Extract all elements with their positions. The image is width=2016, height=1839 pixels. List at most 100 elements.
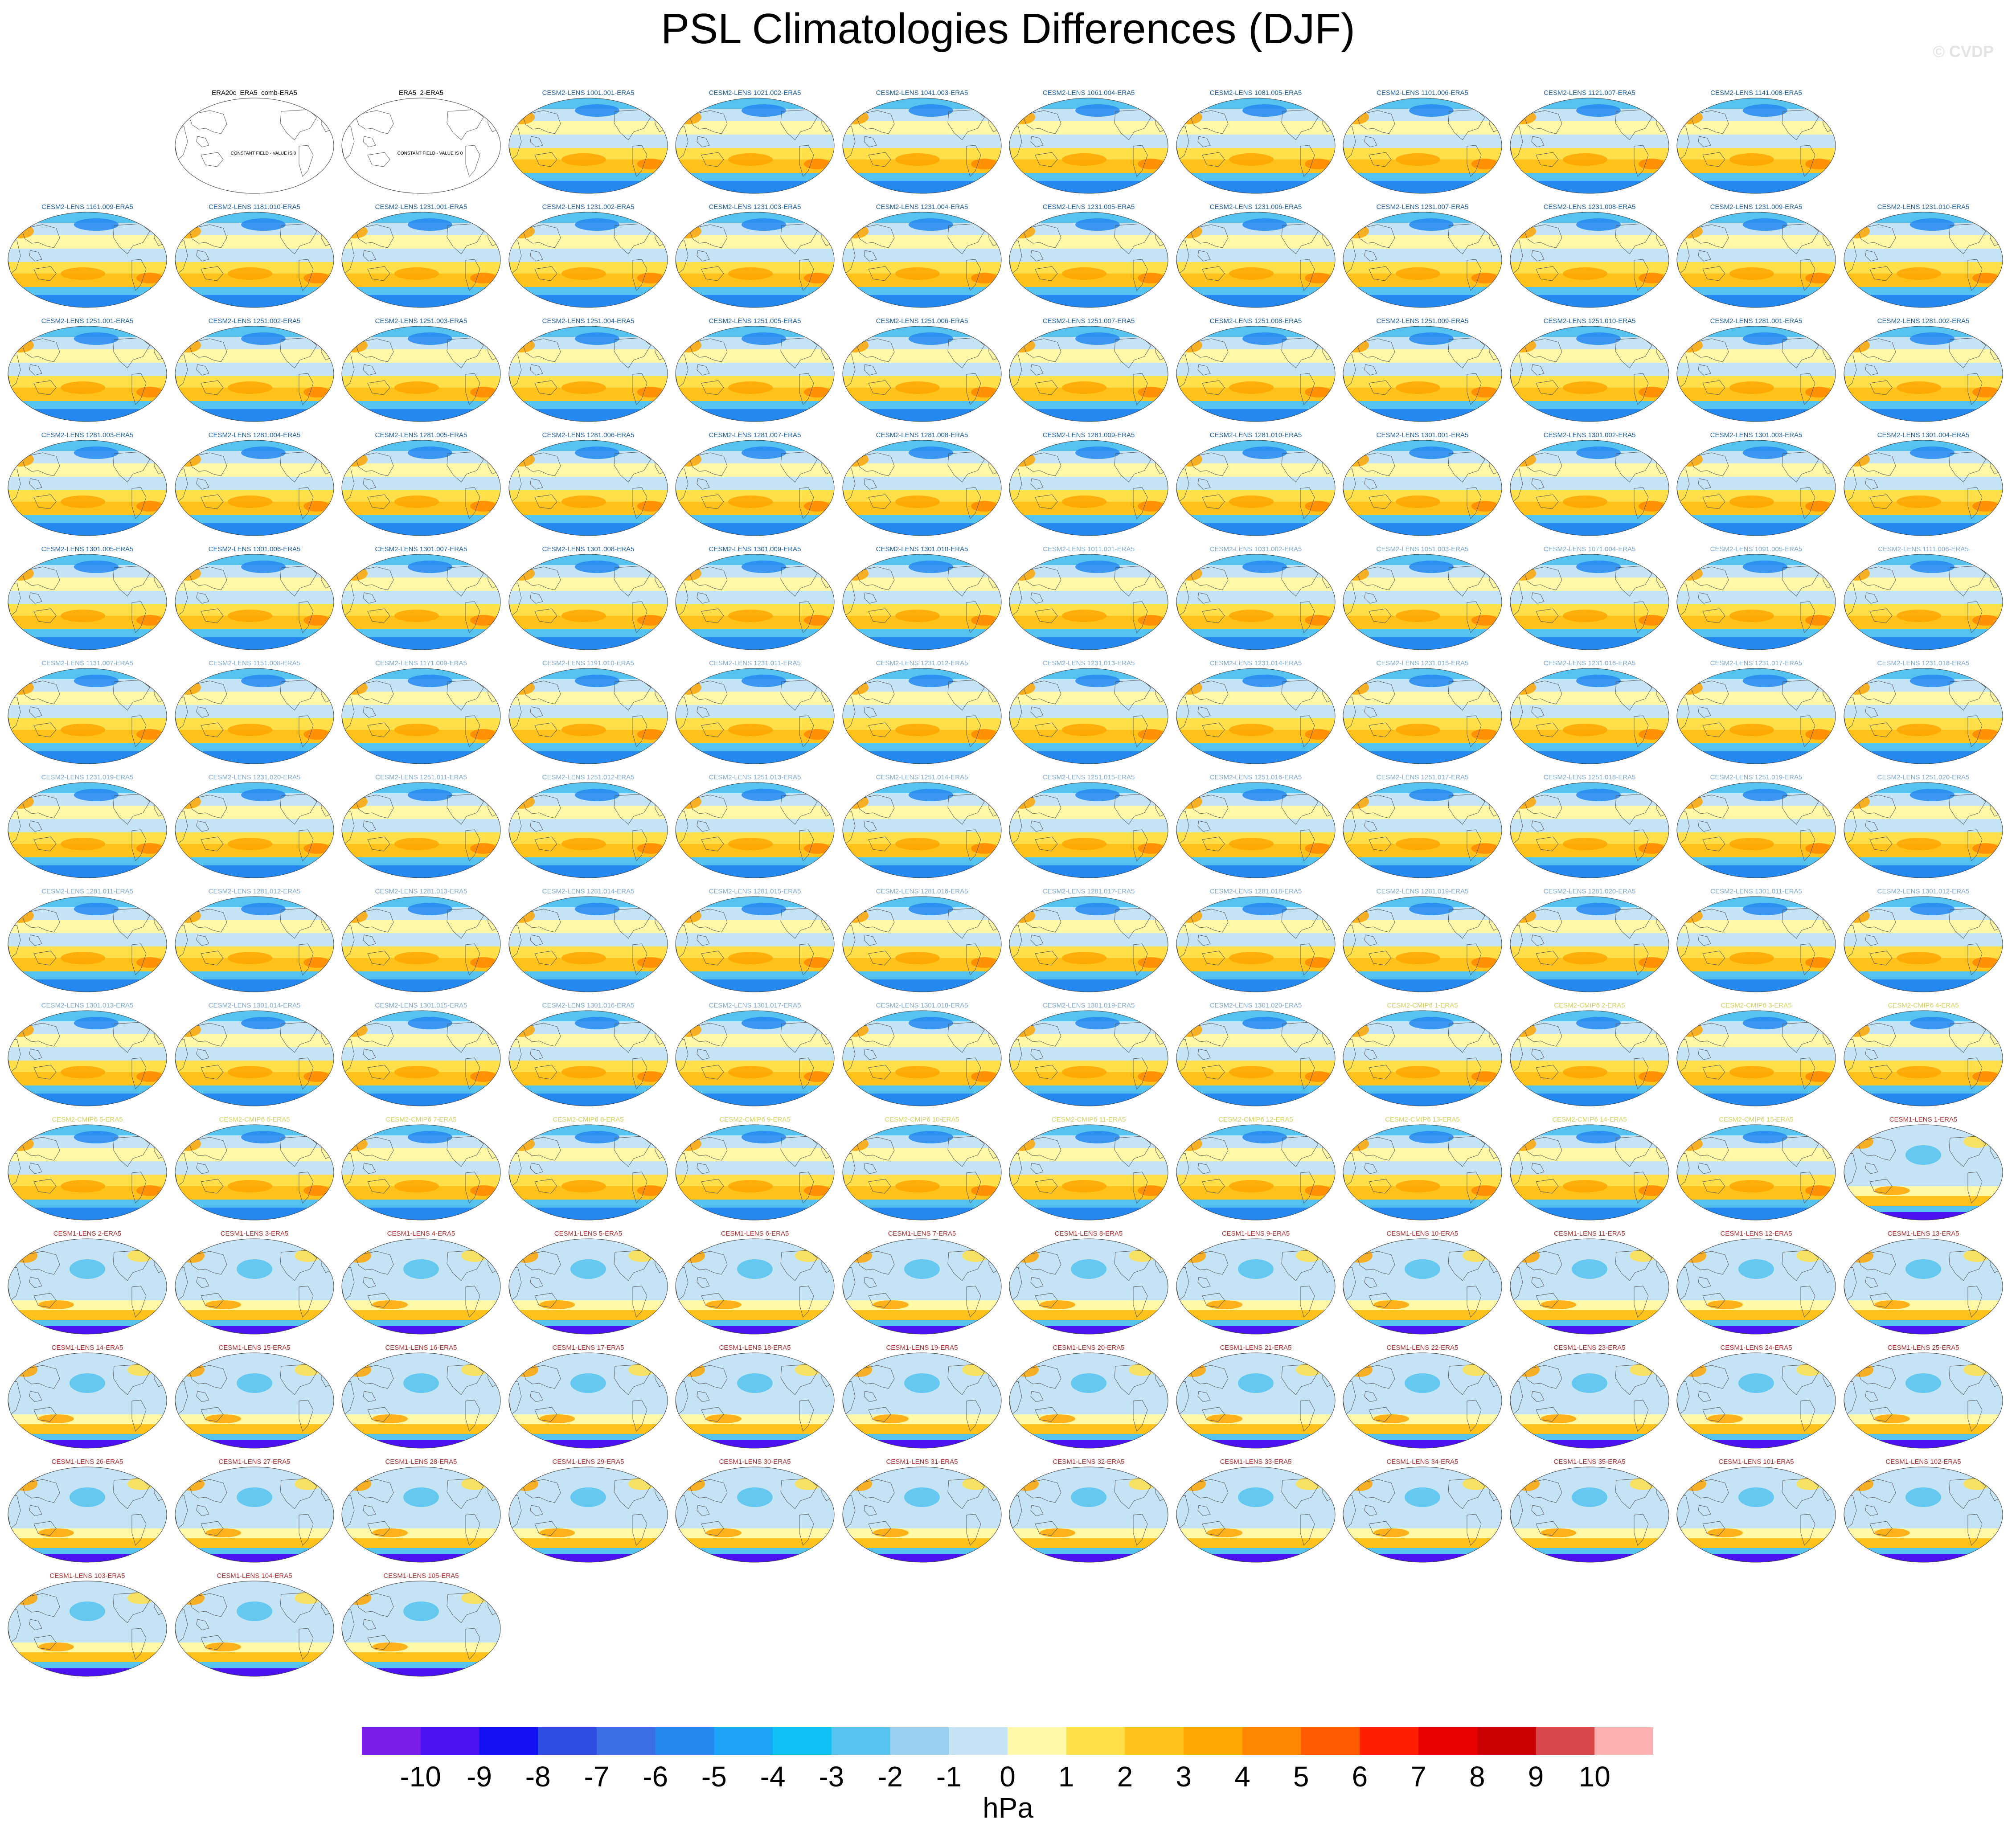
world-map (508, 554, 668, 650)
panel-title: CESM2-LENS 1281.008-ERA5 (876, 431, 968, 439)
map-panel: CESM1-LENS 23-ERA5 (1507, 1344, 1672, 1452)
panel-title: CESM1-LENS 21-ERA5 (1220, 1344, 1292, 1352)
colorbar-tick-label: -5 (701, 1761, 727, 1793)
world-map (1510, 326, 1669, 422)
map-panel: CESM1-LENS 13-ERA5 (1840, 1230, 2006, 1338)
panel-title: CESM1-LENS 8-ERA5 (1054, 1230, 1123, 1237)
map-panel: CESM2-LENS 1281.001-ERA5 (1673, 317, 1839, 425)
panel-title: CESM2-LENS 1021.002-ERA5 (709, 89, 801, 97)
colorbar-segment (596, 1727, 656, 1755)
map-panel: CESM2-LENS 1081.005-ERA5 (1173, 89, 1339, 197)
panel-title: CESM2-LENS 1301.018-ERA5 (876, 1002, 968, 1009)
world-map (175, 896, 334, 992)
world-map (842, 1352, 1002, 1449)
panel-title: CESM2-LENS 1231.017-ERA5 (1710, 659, 1803, 667)
panel-title: CESM2-CMIP6 12-ERA5 (1218, 1116, 1293, 1123)
panel-title: CESM2-LENS 1231.002-ERA5 (542, 203, 635, 211)
panel-title: CESM2-LENS 1101.006-ERA5 (1377, 89, 1468, 97)
world-map (341, 212, 501, 308)
panel-title: CESM1-LENS 27-ERA5 (218, 1458, 291, 1466)
panel-title: CESM2-LENS 1121.007-ERA5 (1544, 89, 1635, 97)
map-panel: CESM2-LENS 1251.007-ERA5 (1006, 317, 1172, 425)
world-map (341, 554, 501, 650)
map-panel: CESM2-LENS 1281.007-ERA5 (672, 431, 838, 539)
panel-title: CESM2-LENS 1281.009-ERA5 (1042, 431, 1135, 439)
panel-title: CESM2-LENS 1111.006-ERA5 (1878, 545, 1969, 553)
world-map (1009, 440, 1168, 536)
colorbar-tick-label: -3 (819, 1761, 844, 1793)
panel-title: CESM1-LENS 25-ERA5 (1887, 1344, 1959, 1352)
world-map (1844, 782, 2003, 878)
world-map (1510, 98, 1669, 194)
world-map (8, 554, 167, 650)
panel-title: CESM1-LENS 15-ERA5 (218, 1344, 291, 1352)
map-panel: CESM2-CMIP6 7-ERA5 (338, 1116, 504, 1224)
panel-title: CESM1-LENS 12-ERA5 (1720, 1230, 1792, 1237)
map-panel: CESM1-LENS 35-ERA5 (1507, 1458, 1672, 1566)
panel-title: CESM1-LENS 102-ERA5 (1885, 1458, 1961, 1466)
panel-title: CESM2-LENS 1231.012-ERA5 (876, 659, 968, 667)
panel-title: CESM1-LENS 7-ERA5 (888, 1230, 956, 1237)
panel-title: CESM2-CMIP6 13-ERA5 (1385, 1116, 1460, 1123)
panel-title: CESM2-LENS 1281.005-ERA5 (375, 431, 467, 439)
panel-title: CESM2-LENS 1051.003-ERA5 (1376, 545, 1469, 553)
map-panel: CESM2-LENS 1131.007-ERA5 (4, 659, 170, 767)
world-map (1009, 896, 1168, 992)
world-map (8, 326, 167, 422)
world-map (1676, 1010, 1836, 1106)
map-panel: CESM2-LENS 1281.016-ERA5 (839, 888, 1005, 995)
world-map (842, 782, 1002, 878)
colorbar-segment (1301, 1727, 1360, 1755)
world-map (1343, 1010, 1502, 1106)
colorbar-tick-label: -2 (877, 1761, 903, 1793)
world-map (1510, 1352, 1669, 1449)
panel-title: CESM1-LENS 28-ERA5 (385, 1458, 457, 1466)
colorbar-tick-label: 7 (1410, 1761, 1426, 1793)
map-panel: CESM2-LENS 1041.003-ERA5 (839, 89, 1005, 197)
panel-title: CESM2-LENS 1231.007-ERA5 (1376, 203, 1469, 211)
world-map (1343, 326, 1502, 422)
world-map (175, 554, 334, 650)
colorbar-segment (1536, 1727, 1595, 1755)
world-map (508, 1352, 668, 1449)
panel-title: CESM2-LENS 1281.006-ERA5 (542, 431, 635, 439)
world-map (675, 554, 835, 650)
map-panel: CESM2-LENS 1251.018-ERA5 (1507, 774, 1672, 881)
world-map (1844, 1238, 2003, 1335)
panel-title: ERA20c_ERA5_comb-ERA5 (212, 89, 297, 97)
world-map (175, 1238, 334, 1335)
panel-title: CESM2-CMIP6 6-ERA5 (219, 1116, 290, 1123)
map-panel: CESM2-LENS 1281.018-ERA5 (1173, 888, 1339, 995)
panel-title: CESM1-LENS 1-ERA5 (1889, 1116, 1958, 1123)
map-panel: CESM2-LENS 1251.014-ERA5 (839, 774, 1005, 881)
map-panel: CESM2-LENS 1301.006-ERA5 (172, 545, 337, 653)
world-map (175, 782, 334, 878)
world-map (1009, 1238, 1168, 1335)
world-map (1176, 782, 1336, 878)
colorbar-segment (1242, 1727, 1302, 1755)
map-panel: CESM2-LENS 1251.012-ERA5 (505, 774, 671, 881)
map-panel: CESM2-LENS 1251.004-ERA5 (505, 317, 671, 425)
map-panel: CESM2-LENS 1051.003-ERA5 (1340, 545, 1505, 653)
world-map (1510, 1238, 1669, 1335)
panel-title: CESM2-LENS 1281.012-ERA5 (208, 888, 301, 895)
world-map (675, 782, 835, 878)
map-panel: CESM2-LENS 1301.019-ERA5 (1006, 1002, 1172, 1110)
panel-title: CESM2-LENS 1301.012-ERA5 (1877, 888, 1970, 895)
world-map (675, 326, 835, 422)
colorbar-tick-label: 1 (1058, 1761, 1074, 1793)
map-panel: CESM1-LENS 101-ERA5 (1673, 1458, 1839, 1566)
panel-title: CESM2-LENS 1081.005-ERA5 (1209, 89, 1302, 97)
colorbar-segment (890, 1727, 949, 1755)
colorbar-segment (831, 1727, 891, 1755)
map-panel: CESM1-LENS 7-ERA5 (839, 1230, 1005, 1338)
map-panel: CESM2-LENS 1281.004-ERA5 (172, 431, 337, 539)
world-map (1510, 1466, 1669, 1563)
colorbar-tick-label: 8 (1469, 1761, 1485, 1793)
world-map (1676, 896, 1836, 992)
panel-title: CESM2-LENS 1001.001-ERA5 (542, 89, 635, 97)
panel-title: CESM2-LENS 1251.014-ERA5 (876, 774, 968, 781)
map-panel: CESM2-LENS 1171.009-ERA5 (338, 659, 504, 767)
world-map (842, 1124, 1002, 1221)
world-map (675, 1010, 835, 1106)
